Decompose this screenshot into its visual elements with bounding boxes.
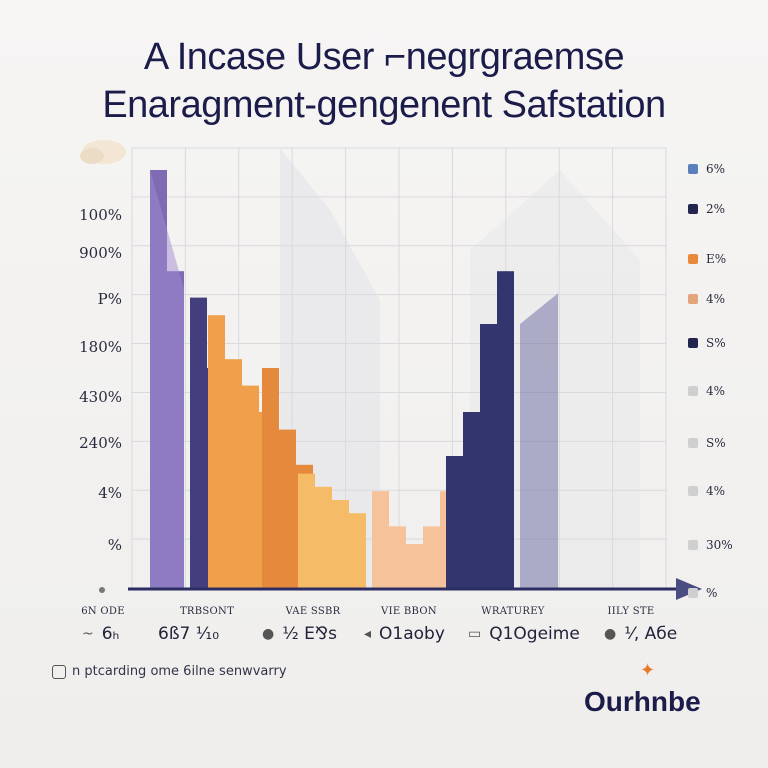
legend-label: 30% <box>706 538 733 552</box>
bar <box>298 473 315 588</box>
footnote-text: n ptcarding ome 6ilne senwvarry <box>72 664 287 679</box>
legend-swatch <box>688 254 698 264</box>
x-category-label: VAE SSBR <box>285 606 341 617</box>
legend-item: E% <box>688 252 726 266</box>
x-category-label: WRATUREY <box>481 606 545 617</box>
metric-value: ¹⁄₂ E⅋s <box>282 624 337 644</box>
legend-label: 4% <box>706 384 726 398</box>
x-category-label: VIE BBON <box>381 606 437 617</box>
metric-item: ▭ Q1Ogeime <box>468 624 580 644</box>
metric-item: ● ¹⁄, Aбe <box>604 624 677 644</box>
metric-item: ◂ O1aoby <box>364 624 445 644</box>
legend-swatch <box>688 164 698 174</box>
metric-value: ¹⁄, Aбe <box>624 624 678 644</box>
brand-mark-icon: ✦ <box>640 660 656 681</box>
x-category-label: 6N ODE <box>81 606 125 617</box>
y-tick-label: 240% <box>79 434 122 452</box>
y-tick-label: 900% <box>79 244 122 262</box>
metric-value: O1aoby <box>379 624 445 644</box>
legend-label: S% <box>706 336 726 350</box>
legend-label: E% <box>706 252 727 266</box>
legend-swatch <box>688 486 698 496</box>
metric-value: 6ₕ <box>101 624 120 644</box>
metric-item: ● ¹⁄₂ E⅋s <box>262 624 337 644</box>
legend-swatch <box>688 588 698 598</box>
metric-icon: ▭ <box>468 626 482 642</box>
y-tick-label: 100% <box>79 206 122 224</box>
footnote: n ptcarding ome 6ilne senwvarry <box>52 664 287 679</box>
bar <box>242 385 259 588</box>
legend-label: 6% <box>706 162 726 176</box>
bar <box>446 456 463 588</box>
metric-icon: ~ <box>82 626 94 642</box>
bar <box>423 526 440 588</box>
metric-item: 6ß7 ¹⁄₁₀ <box>158 624 219 644</box>
bar <box>190 297 207 588</box>
legend-label: S% <box>706 436 726 450</box>
legend-swatch <box>688 386 698 396</box>
legend-item: 6% <box>688 162 725 176</box>
bar <box>480 324 497 588</box>
metric-icon: ● <box>604 626 617 642</box>
x-category-label: IILY STE <box>607 606 655 617</box>
y-tick-label: 430% <box>79 388 122 406</box>
metric-value: 6ß7 ¹⁄₁₀ <box>158 624 220 644</box>
bar <box>497 271 514 588</box>
legend-item: 2% <box>688 202 725 216</box>
cloud-icon <box>80 140 126 164</box>
legend-swatch <box>688 438 698 448</box>
metric-value: Q1Ogeime <box>489 624 580 644</box>
metric-item: ~6ₕ <box>82 624 119 644</box>
brand-logo: Ourhnbe <box>584 686 701 717</box>
bar <box>349 513 366 588</box>
legend-swatch <box>688 294 698 304</box>
legend-swatch <box>688 338 698 348</box>
chart-title-line1: A Incase User ⌐negrgraemse <box>143 36 625 78</box>
legend-swatch <box>688 540 698 550</box>
y-tick-label: 4% <box>98 484 122 502</box>
legend-item: 30% <box>688 538 733 552</box>
note-icon <box>52 664 66 679</box>
bar <box>406 544 423 588</box>
legend-label: 4% <box>706 292 726 306</box>
bar <box>315 486 332 588</box>
legend-label: % <box>706 586 718 600</box>
y-tick-label: P% <box>97 290 122 308</box>
bar-highlight <box>150 170 184 588</box>
y-tick-label: % <box>107 536 122 554</box>
legend-item: % <box>688 586 717 600</box>
legend-item: S% <box>688 336 726 350</box>
legend-label: 4% <box>706 484 726 498</box>
bar <box>279 429 296 588</box>
legend-item: 4% <box>688 484 725 498</box>
legend-item: 4% <box>688 292 725 306</box>
legend-item: 4% <box>688 384 725 398</box>
metric-icon: ● <box>262 626 275 642</box>
bar <box>332 500 349 588</box>
axis-origin-dot <box>99 587 105 593</box>
bar <box>225 359 242 588</box>
y-tick-label: 180% <box>79 338 122 356</box>
bar <box>463 412 480 588</box>
bar <box>389 526 406 588</box>
chart-title-line2: Enaragment-gengenent Safstation <box>102 84 666 126</box>
bar-highlight <box>520 293 558 588</box>
metric-icon: ◂ <box>364 626 372 642</box>
bar <box>208 315 225 588</box>
legend-label: 2% <box>706 202 726 216</box>
legend-item: S% <box>688 436 726 450</box>
legend-swatch <box>688 204 698 214</box>
bar <box>372 491 389 588</box>
bar <box>262 368 279 588</box>
x-category-label: TRBSONT <box>179 606 235 617</box>
